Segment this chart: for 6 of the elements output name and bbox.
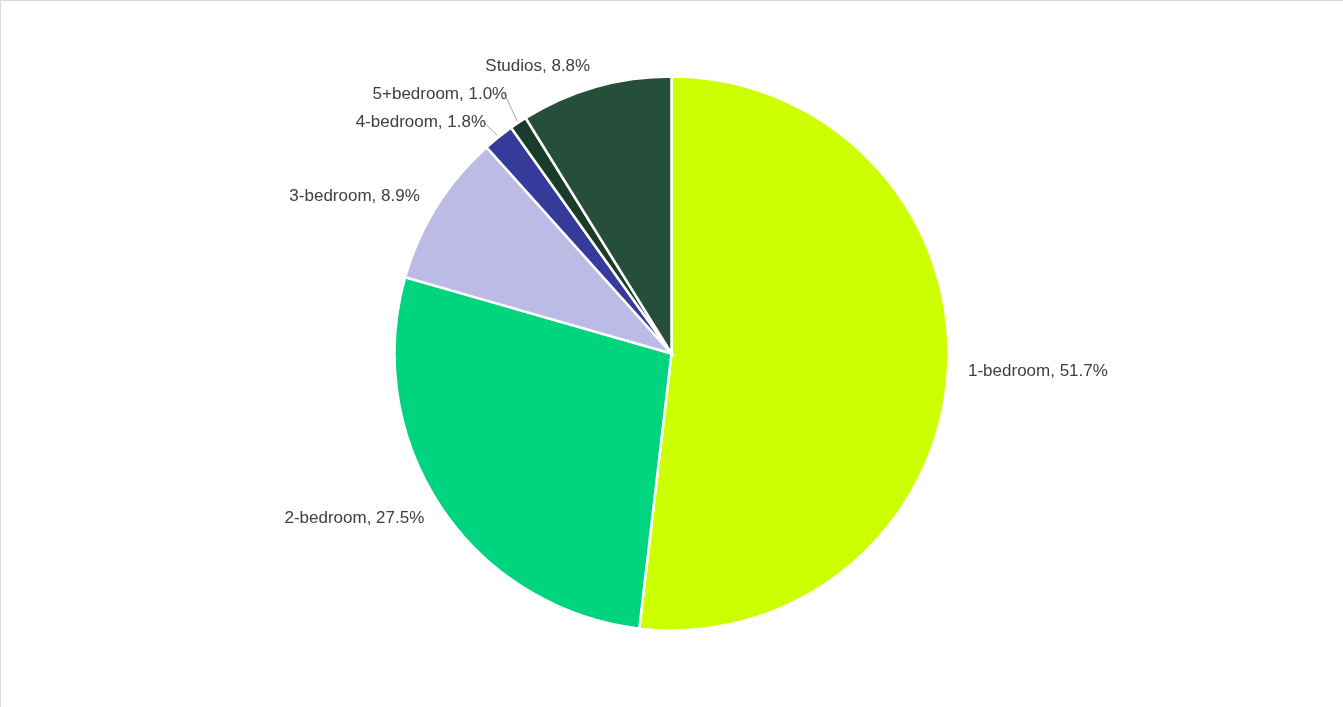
slice-label: 2-bedroom, 27.5% xyxy=(284,508,425,528)
slice-label: 5+bedroom, 1.0% xyxy=(372,83,508,103)
slice-label: Studios, 8.8% xyxy=(485,55,591,75)
slice-label: 3-bedroom, 8.9% xyxy=(289,185,420,205)
slice-label: 1-bedroom, 51.7% xyxy=(968,360,1108,380)
slice-label: 4-bedroom, 1.8% xyxy=(355,111,487,131)
